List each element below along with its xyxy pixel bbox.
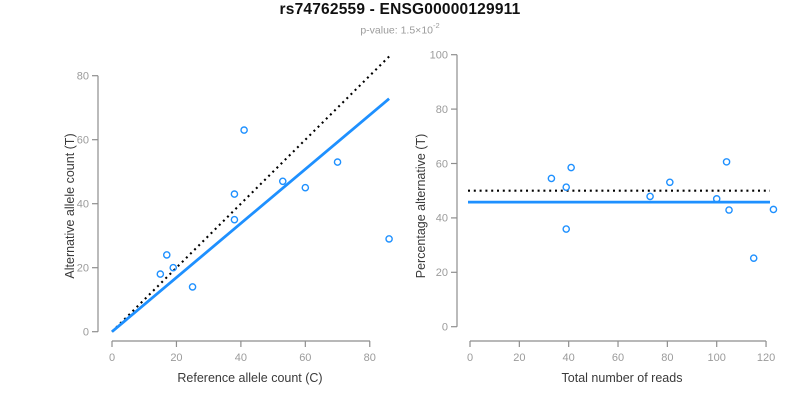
data-point	[646, 192, 654, 201]
data-point	[666, 178, 674, 187]
left-x-axis-title: Reference allele count (C)	[177, 371, 323, 385]
data-point	[230, 215, 239, 224]
x-tick-label: 80	[364, 352, 376, 364]
pvalue-subtitle: p-value: 1.5×10-2	[0, 21, 800, 37]
x-tick-label: 40	[235, 352, 247, 364]
data-point	[162, 251, 171, 259]
data-point	[385, 235, 393, 243]
y-tick-label: 20	[436, 267, 448, 279]
y-tick-label: 0	[83, 327, 89, 339]
data-point	[278, 177, 287, 186]
x-tick-label: 80	[661, 352, 673, 364]
x-tick-label: 20	[513, 352, 525, 364]
y-tick-label: 20	[77, 263, 89, 275]
x-tick-label: 20	[170, 352, 182, 364]
identity-line	[111, 54, 392, 333]
data-point	[230, 190, 239, 198]
y-tick-label: 40	[77, 199, 89, 211]
y-tick-label: 0	[442, 322, 448, 334]
data-point	[169, 263, 178, 272]
y-tick-label: 60	[77, 135, 89, 147]
left-y-axis-title: Alternative allele count (T)	[63, 133, 77, 279]
x-tick-label: 40	[563, 352, 575, 364]
data-point	[156, 270, 165, 278]
data-point	[712, 195, 721, 203]
y-tick-label: 60	[436, 158, 448, 170]
x-tick-label: 0	[467, 352, 473, 364]
data-point	[301, 183, 310, 192]
data-point	[722, 158, 731, 166]
data-point	[333, 158, 342, 166]
x-tick-label: 0	[109, 352, 115, 364]
y-tick-label: 80	[436, 104, 448, 116]
data-point	[749, 254, 758, 262]
y-tick-label: 40	[436, 213, 448, 225]
y-tick-label: 100	[430, 50, 448, 62]
data-point	[769, 205, 778, 214]
x-tick-label: 60	[612, 352, 624, 364]
data-point	[562, 183, 571, 191]
x-tick-label: 120	[757, 352, 775, 364]
data-point	[547, 174, 556, 183]
data-point	[567, 163, 575, 172]
y-tick-label: 80	[77, 71, 89, 83]
data-point	[562, 225, 571, 233]
x-tick-label: 60	[299, 352, 311, 364]
page-title: rs74762559 - ENSG00000129911	[279, 1, 521, 18]
fit-line	[111, 97, 390, 333]
pvalue-exponent: -2	[433, 21, 440, 30]
right-x-axis-title: Total number of reads	[561, 371, 683, 385]
right-y-axis-title: Percentage alternative (T)	[414, 133, 428, 279]
data-point	[240, 126, 248, 134]
data-point	[725, 206, 733, 214]
pvalue-text: p-value: 1.5×10	[360, 24, 433, 37]
data-point	[188, 283, 197, 291]
x-tick-label: 100	[708, 352, 726, 364]
